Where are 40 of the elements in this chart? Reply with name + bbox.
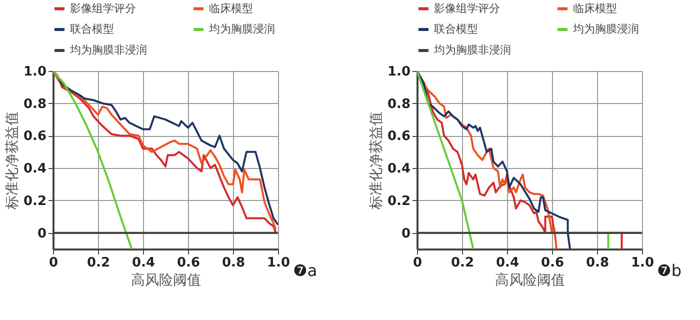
x-tick-label: 0.8 [222, 256, 246, 270]
legend-label: 均为胸膜浸润 [208, 22, 275, 36]
y-tick-label: 0.8 [23, 96, 46, 112]
y-tick-label: 0.2 [23, 194, 46, 209]
legend-label: 联合模型 [434, 22, 478, 36]
x-tick-label: 0.6 [540, 256, 564, 270]
legend-label: 临床模型 [573, 2, 617, 15]
x-tick-label: 0.2 [86, 256, 110, 270]
x-tick-label: 0 [412, 256, 422, 270]
legend-label: 影像组学评分 [70, 2, 136, 15]
y-tick-label: 0.8 [387, 96, 410, 112]
y-tick-label: 1.0 [387, 64, 410, 80]
x-axis-title: 高风险阈值 [495, 272, 565, 288]
y-tick-label: 0.4 [23, 162, 46, 177]
legend-label: 均为胸膜非浸润 [69, 44, 147, 56]
x-tick-label: 0 [48, 256, 58, 270]
y-tick-label: 0.4 [387, 162, 410, 177]
legend-label: 联合模型 [70, 22, 114, 36]
legend-label: 均为胸膜非浸润 [433, 44, 511, 56]
x-tick-label: 0.4 [132, 256, 156, 270]
y-tick-label: 0.6 [23, 129, 46, 144]
x-tick-label: 1.0 [266, 256, 290, 270]
y-tick-label: 0 [37, 226, 46, 242]
x-tick-label: 0.6 [176, 256, 200, 270]
x-tick-label: 0.4 [496, 256, 520, 270]
x-tick-label: 1.0 [630, 256, 654, 270]
text: ❼a [293, 261, 318, 280]
y-tick-label: 0.6 [387, 129, 410, 144]
y-tick-label: 0 [401, 226, 410, 242]
text: ❼b [657, 261, 682, 280]
legend-label: 均为胸膜浸润 [572, 22, 639, 36]
x-axis-title: 高风险阈值 [131, 272, 201, 288]
x-tick-label: 0.8 [586, 256, 610, 270]
y-axis-title: 标准化净获益值 [368, 112, 384, 210]
x-tick-label: 0.2 [450, 256, 474, 270]
legend-label: 临床模型 [209, 2, 253, 15]
y-axis-title: 标准化净获益值 [4, 112, 20, 210]
y-tick-label: 0.2 [387, 194, 410, 209]
legend-label: 影像组学评分 [434, 2, 500, 15]
y-tick-label: 1.0 [23, 64, 46, 80]
